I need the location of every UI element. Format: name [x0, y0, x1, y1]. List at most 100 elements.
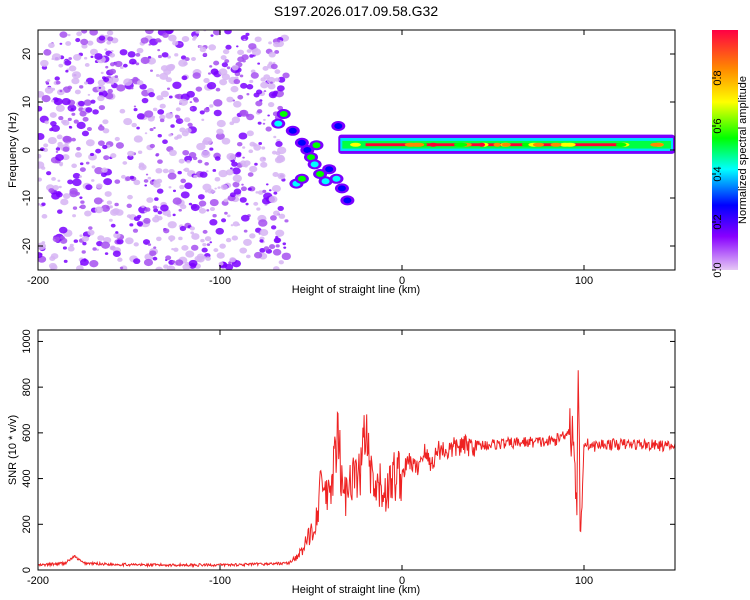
heatmap-cell [131, 122, 137, 128]
heatmap-cell [95, 183, 103, 189]
heatmap-cell [55, 150, 59, 153]
heatmap-cell [239, 247, 248, 254]
heatmap-cell [157, 49, 161, 52]
heatmap-cell [181, 244, 189, 251]
heatmap-cell [248, 149, 254, 154]
heatmap-cell [175, 107, 181, 112]
snr-ytick-label: 1000 [21, 329, 33, 353]
heatmap-cell [74, 152, 82, 158]
heatmap-cell [155, 266, 163, 270]
heatmap-cell [167, 55, 171, 59]
heatmap-cell [62, 146, 70, 152]
heatmap-cell [47, 136, 57, 145]
heatmap-cell [209, 104, 214, 108]
heatmap-cell [106, 200, 113, 205]
heatmap-cell [180, 178, 187, 184]
heatmap-cell [267, 83, 276, 90]
heatmap-cell [68, 65, 77, 72]
heatmap-cell [126, 203, 132, 208]
heatmap-cell [209, 206, 215, 212]
heatmap-cell [97, 95, 105, 102]
heatmap-cell [240, 214, 250, 222]
heatmap-cell [221, 73, 231, 81]
heatmap-cell [144, 110, 154, 118]
heatmap-cell [60, 235, 66, 240]
heatmap-cell [135, 52, 141, 57]
heatmap-cell [532, 142, 545, 147]
heatmap-cell [258, 141, 263, 145]
heatmap-cell [79, 162, 84, 166]
heatmap-cell [73, 119, 79, 124]
heatmap-cell [225, 237, 232, 243]
heatmap-cell [216, 252, 225, 259]
heatmap-cell [75, 38, 81, 43]
heatmap-cell [230, 167, 233, 170]
heatmap-cell [157, 109, 165, 115]
heatmap-cell [65, 69, 69, 73]
heatmap-cell [274, 69, 281, 74]
heatmap-cell [153, 208, 159, 213]
heatmap-cell [176, 134, 183, 139]
heatmap-cell [102, 128, 110, 134]
heatmap-cell [257, 190, 264, 195]
heatmap-cell [65, 41, 72, 46]
heatmap-cell [259, 156, 267, 162]
heatmap-cell [92, 247, 97, 251]
snr-ytick-label: 800 [21, 378, 33, 396]
heatmap-cell [107, 36, 114, 42]
heatmap-cell [224, 30, 232, 35]
heatmap-cell [213, 248, 219, 253]
heatmap-cell [232, 181, 240, 188]
heatmap-cell [137, 150, 143, 155]
heatmap-cell [321, 178, 330, 185]
heatmap-cell [243, 238, 252, 246]
heatmap-cell [203, 107, 210, 113]
heatmap-cell [267, 114, 270, 117]
heatmap-cell [263, 246, 270, 251]
heatmap-cell [270, 63, 278, 70]
heatmap-cell [79, 206, 82, 209]
heatmap-cell [38, 177, 43, 182]
heatmap-cell [214, 187, 217, 190]
heatmap-cell [175, 118, 184, 125]
heatmap-cell [38, 91, 45, 98]
heatmap-cell [197, 194, 205, 200]
heatmap-cell [278, 260, 284, 265]
heatmap-cell [119, 65, 124, 69]
heatmap-cell [179, 226, 187, 232]
heatmap-cell [114, 179, 121, 184]
heatmap-cell [125, 237, 134, 245]
heatmap-cell [165, 77, 172, 83]
heatmap-cell [303, 147, 312, 153]
heatmap-cell [115, 231, 119, 234]
heatmap-cell [59, 42, 63, 45]
heatmap-cell [87, 93, 91, 96]
heatmap-cell [152, 205, 158, 210]
heatmap-cell [251, 48, 262, 56]
heatmap-cell [189, 101, 193, 104]
heatmap-cell [203, 77, 210, 84]
heatmap-cell [192, 97, 199, 102]
heatmap-cell [161, 52, 169, 58]
heatmap-cell [57, 179, 61, 182]
heatmap-cell [113, 232, 121, 239]
heatmap-cell [136, 80, 144, 86]
heatmap-cell [84, 63, 90, 67]
heatmap-cell [225, 263, 234, 270]
heatmap-cell [242, 146, 246, 149]
heatmap-cell [226, 96, 234, 103]
heatmap-cell [237, 56, 245, 63]
heatmap-cell [123, 78, 133, 86]
heatmap-cell [39, 147, 45, 152]
heatmap-cell [79, 110, 87, 117]
heatmap-cell [257, 121, 262, 125]
heatmap-cell [239, 74, 244, 78]
heatmap-cell [153, 246, 157, 249]
heatmap-cell [155, 74, 160, 77]
heatmap-cell [165, 112, 174, 119]
heatmap-cell [104, 48, 108, 51]
heatmap-cell [144, 132, 148, 135]
colorbar-tick-label: 0.8 [712, 70, 724, 85]
